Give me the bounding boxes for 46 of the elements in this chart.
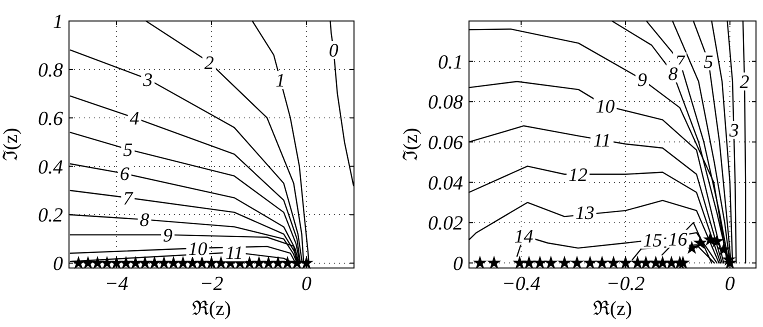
annotation: 5	[704, 52, 714, 73]
annotation: 4	[130, 108, 140, 130]
y-tick-label: 0.8	[38, 59, 63, 82]
annotation: 12	[568, 164, 588, 186]
annotation: 10	[596, 96, 616, 118]
x-tick-label: −0.2	[606, 273, 645, 295]
x-tick-label: −2	[200, 273, 224, 295]
x-axis-title: ℜ(z)	[192, 298, 232, 320]
annotation: 13	[575, 203, 594, 224]
annotation: 10	[188, 238, 208, 260]
annotation: 2	[204, 52, 214, 74]
annotation: 9	[637, 70, 648, 92]
x-tick-label: −4	[104, 273, 128, 295]
annotation: 8	[668, 64, 678, 86]
annotation: 3	[728, 120, 739, 142]
y-tick-label: 1	[53, 11, 63, 33]
annotation: 2	[740, 72, 750, 94]
annotation: 9	[163, 225, 174, 246]
y-tick-label: 0.2	[38, 204, 63, 227]
annotation: 15	[643, 230, 662, 252]
annotation: 6	[120, 164, 130, 186]
y-tick-label: 0.6	[38, 108, 63, 130]
annotation: 3	[142, 70, 153, 91]
y-tick-label: 0.04	[428, 172, 463, 194]
annotation: 11	[226, 242, 244, 264]
y-axis-title: ℑ(z)	[0, 128, 22, 162]
y-tick-label: 0.02	[428, 212, 463, 235]
y-tick-label: 0.1	[438, 51, 463, 74]
y-tick-label: 0.06	[428, 132, 463, 154]
annotation: 8	[140, 210, 150, 232]
y-axis-title: ℑ(z)	[400, 128, 422, 162]
annotation: 1	[276, 70, 286, 92]
y-tick-label: 0	[453, 252, 463, 275]
annotation: 14	[514, 226, 534, 248]
y-tick-label: 0	[53, 253, 63, 276]
x-tick-label: 0	[302, 273, 312, 295]
x-axis-title: ℜ(z)	[592, 298, 632, 320]
annotation: 7	[123, 188, 134, 210]
y-tick-label: 0.4	[38, 156, 63, 178]
annotation: 16	[668, 229, 688, 250]
x-tick-label: 0	[724, 273, 735, 295]
annotation: 5	[123, 140, 133, 161]
annotation: 11	[593, 130, 611, 152]
y-tick-label: 0.08	[428, 92, 463, 114]
annotation: 0	[328, 40, 339, 62]
x-tick-label: −0.4	[502, 273, 540, 295]
